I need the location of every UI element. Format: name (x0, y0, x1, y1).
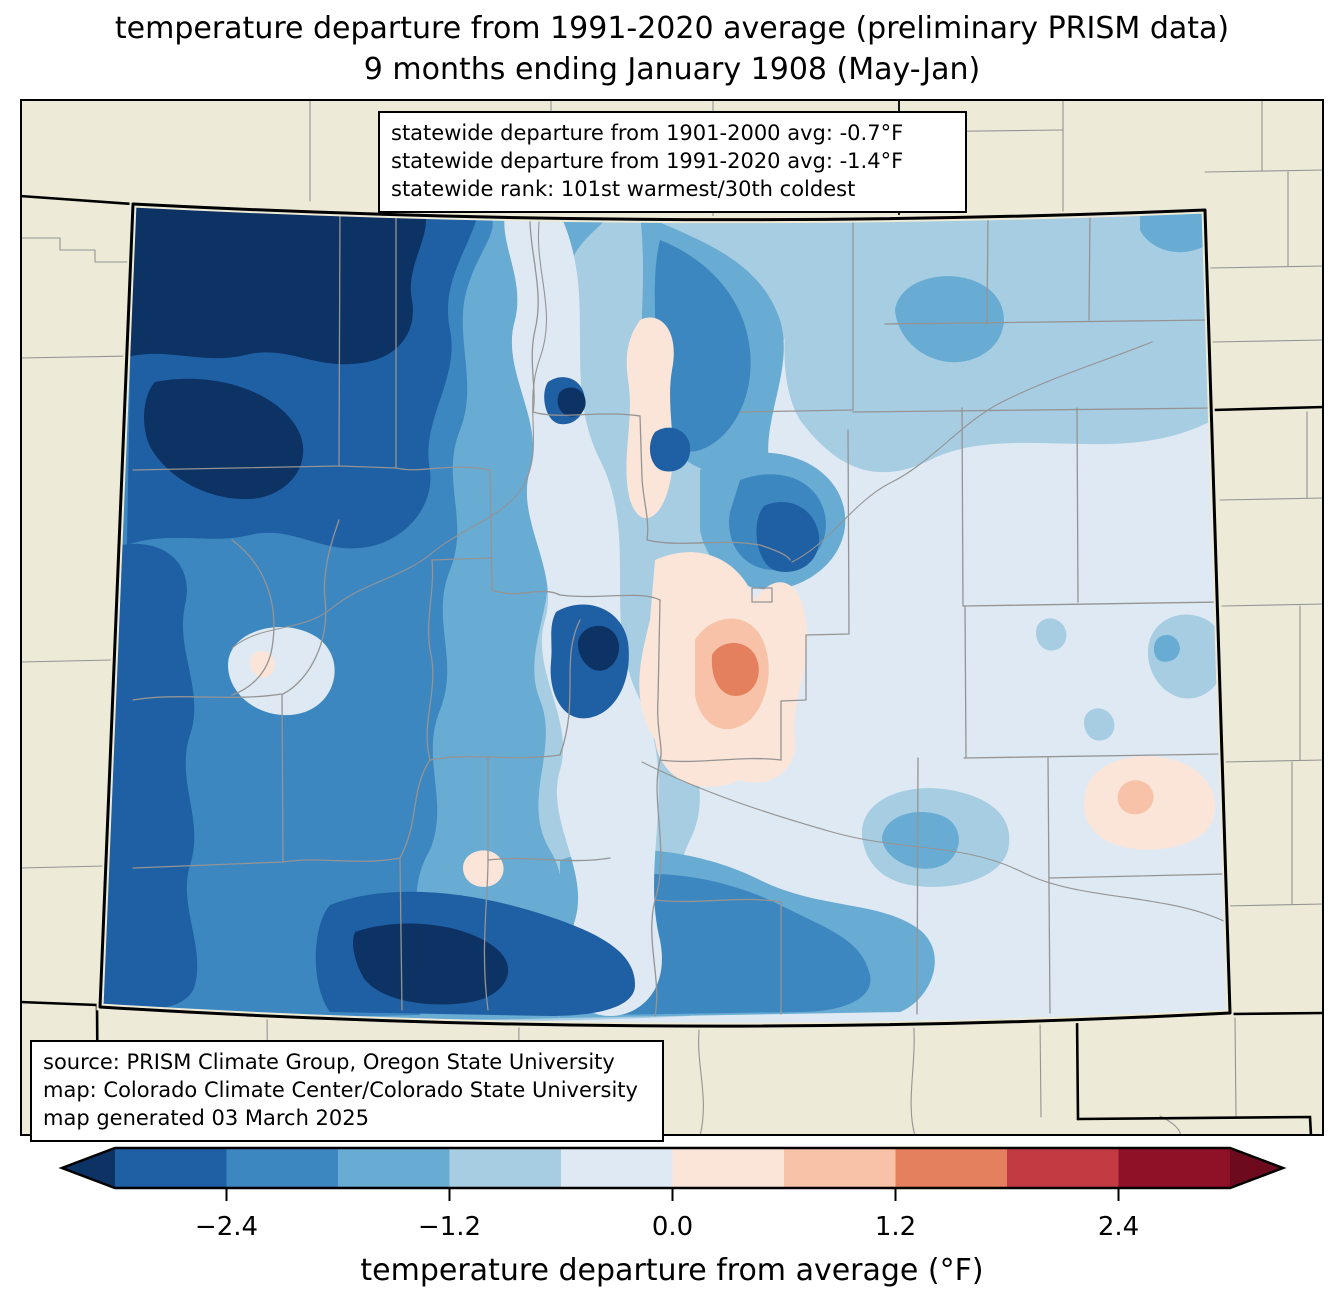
stats-line-1: statewide departure from 1901-2000 avg: … (391, 121, 904, 145)
source-line-1: source: PRISM Climate Group, Oregon Stat… (43, 1050, 615, 1074)
cold-anomaly-region (100, 543, 198, 1010)
colorbar-segment (1007, 1148, 1119, 1188)
contour-region (784, 210, 1213, 473)
contour-region (1036, 618, 1067, 651)
contour-fill-layer (100, 204, 1230, 1027)
contour-region (654, 240, 751, 452)
colorado-anomaly-map (18, 99, 1326, 1138)
figure-title: temperature departure from 1991-2020 ave… (0, 8, 1344, 91)
warm-anomaly-region (626, 317, 674, 519)
colorbar-segment (115, 1148, 227, 1188)
title-line-2: 9 months ending January 1908 (May-Jan) (363, 52, 981, 88)
colorado-county-lines (132, 207, 1227, 1017)
river-lines (231, 213, 1227, 923)
contour-region (228, 626, 335, 716)
colorbar-segment (672, 1148, 785, 1188)
title-line-1: temperature departure from 1991-2020 ave… (114, 11, 1230, 46)
warm-anomaly-region (1117, 780, 1154, 815)
colorbar-tick-label: 1.2 (875, 1212, 916, 1242)
colorbar-outline (58, 1146, 1287, 1190)
colorbar-segments (62, 1148, 1283, 1188)
colorbar-segment (895, 1148, 1008, 1188)
coldest-anomaly-core (352, 923, 509, 1005)
stats-line-3: statewide rank: 101st warmest/30th colde… (391, 176, 856, 201)
contour-region (1140, 210, 1207, 253)
warm-anomaly-region (463, 850, 504, 887)
warm-anomaly-region (250, 650, 275, 678)
source-credit-box: source: PRISM Climate Group, Oregon Stat… (30, 1040, 664, 1142)
stats-line-2: statewide departure from 1991-2020 avg: … (391, 148, 904, 173)
colorbar-segment (784, 1148, 896, 1188)
contour-region (895, 276, 1004, 363)
colorbar-under-arrow (62, 1148, 115, 1188)
cold-anomaly-region (756, 501, 820, 572)
source-line-3: map generated 03 March 2025 (43, 1105, 370, 1130)
axes-frame (20, 99, 1324, 1136)
coldest-anomaly-core (557, 387, 586, 417)
colorbar: −2.4 −1.2 0.0 1.2 2.4 temperature departure … (58, 1146, 1287, 1288)
colorbar-segment (338, 1148, 450, 1188)
colorbar-tick-label: 0.0 (652, 1212, 693, 1242)
contour-region (1154, 634, 1180, 662)
colorbar-over-arrow (1230, 1148, 1283, 1188)
colorbar-tick-label: −2.4 (195, 1212, 258, 1242)
colorado-border (98, 202, 1232, 1028)
coldest-anomaly-core (128, 204, 427, 365)
colorbar-segment (1118, 1148, 1231, 1188)
coldest-anomaly-core (578, 625, 620, 671)
source-line-2: map: Colorado Climate Center/Colorado St… (43, 1077, 638, 1102)
colorbar-tick-label: −1.2 (418, 1212, 481, 1242)
warm-anomaly-core (711, 642, 759, 696)
colorbar-ticks: −2.4 −1.2 0.0 1.2 2.4 (195, 1188, 1139, 1242)
colorbar-segment (561, 1148, 673, 1188)
map-area (18, 99, 1326, 1138)
colorbar-segment (449, 1148, 562, 1188)
contour-region (882, 811, 959, 869)
colorbar-tick-label: 2.4 (1098, 1212, 1139, 1242)
colorbar-segment (226, 1148, 339, 1188)
contour-region (600, 874, 871, 1015)
colorbar-axis-label: temperature departure from average (°F) (360, 1253, 983, 1288)
statewide-stats-box: statewide departure from 1901-2000 avg: … (378, 111, 967, 213)
cold-anomaly-region (649, 427, 691, 472)
contour-region (1084, 708, 1115, 741)
